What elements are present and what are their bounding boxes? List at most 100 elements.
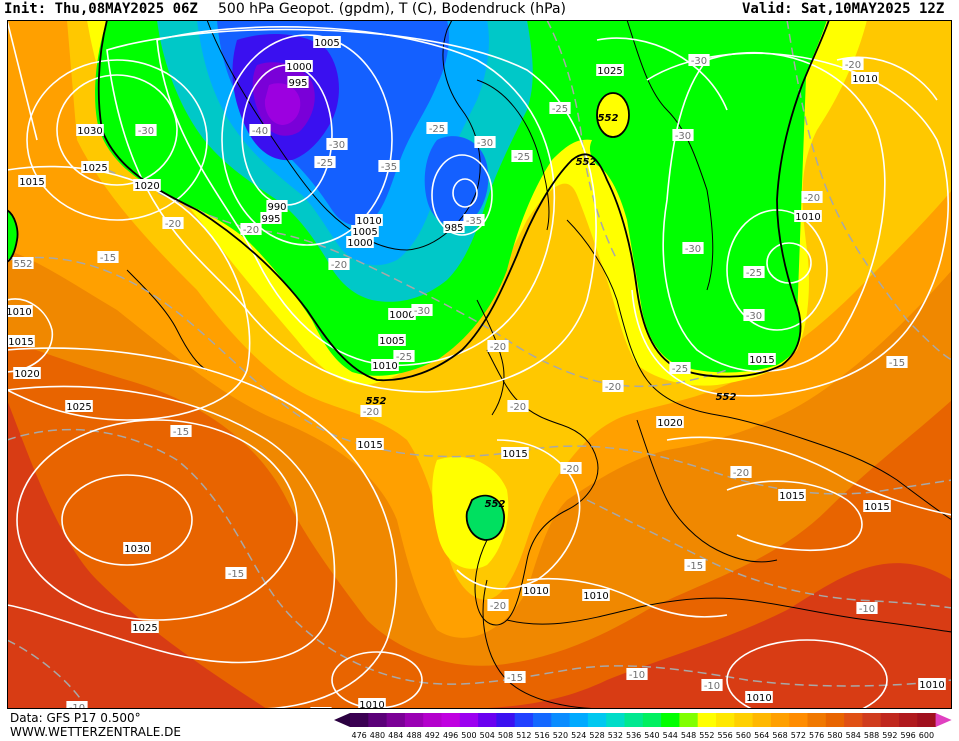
temperature-label-box [856,602,878,614]
legend-swatch [441,713,461,727]
pressure-label-text: 995 [288,78,307,89]
legend-value-label: 516 [535,731,550,740]
temperature-label-box [743,309,765,321]
temperature-label-text: -20 [733,468,749,479]
temperature-label-box [328,258,350,270]
legend-value-label: 596 [901,731,916,740]
pressure-label: 1010 [522,584,550,597]
field-green-iberia [466,495,505,540]
pressure-label-box [356,438,384,450]
temperature-label-box [326,138,348,150]
geopotential-label: 552 [716,392,737,403]
temperature-label: -20 [360,405,382,418]
legend-value-label: 576 [809,731,824,740]
legend-value-label: 540 [644,731,659,740]
pressure-label: 1025 [81,161,109,174]
pressure-label-box [501,447,529,459]
legend-swatch [844,713,863,727]
pressure-label-text: 990 [267,202,286,213]
temperature-label-text: -15 [173,427,189,438]
temperature-label-box [162,217,184,229]
temperature-label: -30 [135,124,157,137]
legend-swatch [734,713,754,727]
temperature-label: -30 [682,242,704,255]
pressure-label: 1010 [918,678,946,691]
temperature-label-box [886,356,908,368]
temperature-label-text: -25 [672,364,688,375]
pressure-label-text: 1015 [502,449,527,460]
temperature-label: -20 [801,191,823,204]
temperature-label: -10 [626,668,648,681]
legend-value-label: 568 [772,731,787,740]
temperature-label: 552 [12,257,34,270]
temperature-label-box [560,462,582,474]
temperature-label-box [549,102,571,114]
legend-value-label: 572 [791,731,806,740]
pressure-label-box [266,200,288,212]
field-purple [264,83,301,125]
temperature-label-text: -20 [510,402,526,413]
pressure-label-box [81,161,109,173]
pressure-label-text: 995 [261,214,280,225]
legend-value-label: 564 [754,731,769,740]
pressure-label-text: 1015 [8,337,33,348]
pressure-label-text: 1010 [356,216,381,227]
temperature-labels: -30 -40 -30 -25 -35 -25 -30 -25 -25 -35 -20 -20 -20 -… [12,54,908,709]
legend-swatch [386,713,406,727]
pressure-label-box [378,334,406,346]
pressure-label-text: 1020 [657,418,682,429]
temperature-label-text: -35 [466,216,482,227]
temperature-label: -20 [240,223,262,236]
pressure-label: 995 [287,76,309,89]
pressure-label: 1005 [351,225,379,238]
pressure-label-box [371,359,399,371]
geopotential-labels: 552 552 552 552 552 [366,113,737,510]
pressure-label-text: 1025 [132,623,157,634]
pressure-label-box [351,225,379,237]
isobar-high-atlantic-1030 [61,474,193,566]
pressure-label-text: 1010 [7,307,32,318]
pressure-label: 1010 [7,305,33,318]
pressure-label-box [260,212,282,224]
pressure-label-box [794,210,822,222]
temperature-label: -25 [314,156,336,169]
legend-value-label: 556 [718,731,733,740]
temperature-label-text: -20 [804,193,820,204]
temperature-label: -15 [886,356,908,369]
legend-swatch [350,713,369,727]
temperature-label-text: -30 [477,138,493,149]
legend-value-label: 528 [589,731,604,740]
pressure-label-text: 1030 [77,126,102,137]
pressure-label-box [656,416,684,428]
temperature-label-box [487,599,509,611]
pressure-label-box [287,76,309,88]
pressure-label: 1005 [378,334,406,347]
pressure-label-box [18,175,46,187]
temperature-label: -10 [856,602,878,615]
temperature-label: -40 [249,124,271,137]
legend-swatch [496,713,516,727]
legend-value-label: 600 [919,731,934,740]
temperature-label-box [360,405,382,417]
temperature-label-text: -30 [746,311,762,322]
pressure-label: 1015 [18,175,46,188]
temperature-label-box [801,191,823,203]
temperature-label-box [240,223,262,235]
legend-swatch [533,713,552,727]
legend-swatch [569,713,589,727]
pressure-label: 1015 [356,438,384,451]
temperature-label-box [504,671,526,683]
pressure-label: 1010 [355,214,383,227]
legend-value-label: 488 [406,731,421,740]
pressure-label-box [745,691,773,703]
temperature-label-box [463,214,485,226]
isobar-high-west-1025 [26,59,208,221]
temperature-label: -20 [507,400,529,413]
temperature-label-text: -15 [100,253,116,264]
website-label: WWW.WETTERZENTRALE.DE [10,725,181,739]
pressure-label-box [522,584,550,596]
legend-swatch [679,713,699,727]
temperature-label-box [314,156,336,168]
temperature-label-text: -20 [490,601,506,612]
